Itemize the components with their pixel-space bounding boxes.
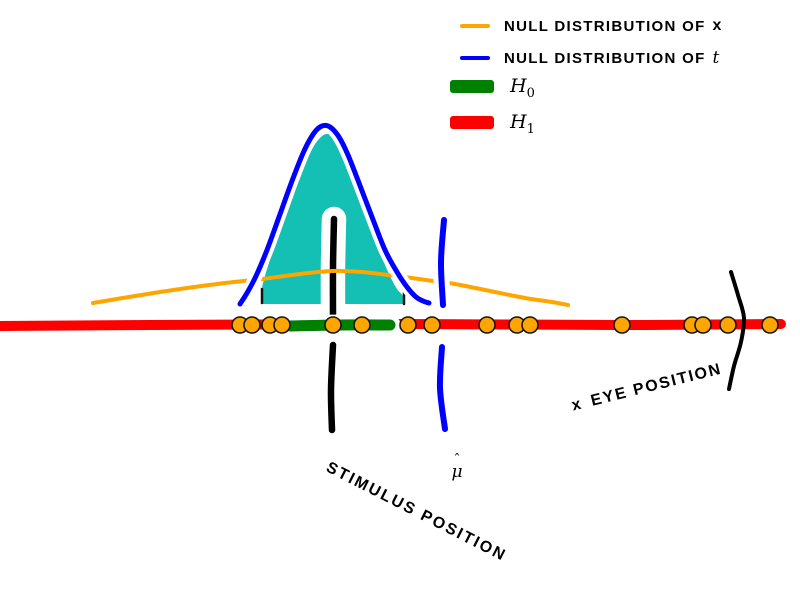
eye-position-dots	[243, 316, 261, 334]
h1-symbol: H	[510, 111, 527, 133]
h1-label: H1	[510, 111, 535, 136]
legend: NULL DISTRIBUTION OF x NULL DISTRIBUTION…	[450, 0, 800, 150]
eye-position-dots	[694, 316, 712, 334]
t-null-swatch-line	[460, 56, 490, 60]
legend-item-h0: H0	[450, 75, 535, 100]
h1-subscript: 1	[526, 121, 535, 137]
mu-hat-label: ˆ μ	[445, 452, 469, 482]
h1-swatch-bar	[450, 115, 494, 129]
legend-item-x-null: NULL DISTRIBUTION OF x	[450, 17, 721, 35]
t-null-curve	[237, 122, 432, 307]
h0-label: H0	[510, 75, 535, 100]
eye-position-dots	[761, 316, 779, 334]
mu-symbol: μ	[451, 462, 463, 482]
mu-line-lower	[436, 344, 448, 432]
eye-pointer-line	[727, 270, 747, 391]
eye-position-dots	[478, 316, 496, 334]
h0-swatch-bar	[450, 79, 494, 93]
eye-position-dots	[719, 316, 737, 334]
eye-position-dots	[324, 316, 342, 334]
stimulus-line-lower	[327, 341, 337, 434]
stimulus-line-upper	[329, 215, 338, 320]
eye-position-dots	[613, 316, 631, 334]
eye-position-dots	[423, 316, 441, 334]
eye-position-dots	[273, 316, 291, 334]
legend-label-x-null: NULL DISTRIBUTION OF	[504, 17, 706, 35]
eye-position-dots	[353, 316, 371, 334]
x-math-symbol: x	[712, 17, 722, 34]
t-math-symbol: t	[712, 48, 720, 68]
eye-position-dots	[521, 316, 539, 334]
hat-accent: ˆ	[453, 452, 461, 468]
legend-item-t-null: NULL DISTRIBUTION OF t	[450, 48, 719, 68]
eye-position-dots	[399, 316, 417, 334]
mu-line-upper	[437, 217, 447, 308]
legend-item-h1: H1	[450, 111, 535, 136]
x-null-swatch-line	[460, 24, 490, 28]
legend-label-t-null: NULL DISTRIBUTION OF	[504, 49, 706, 67]
h0-subscript: 0	[526, 85, 535, 101]
h0-symbol: H	[510, 75, 527, 97]
x-null-curve	[91, 268, 570, 307]
